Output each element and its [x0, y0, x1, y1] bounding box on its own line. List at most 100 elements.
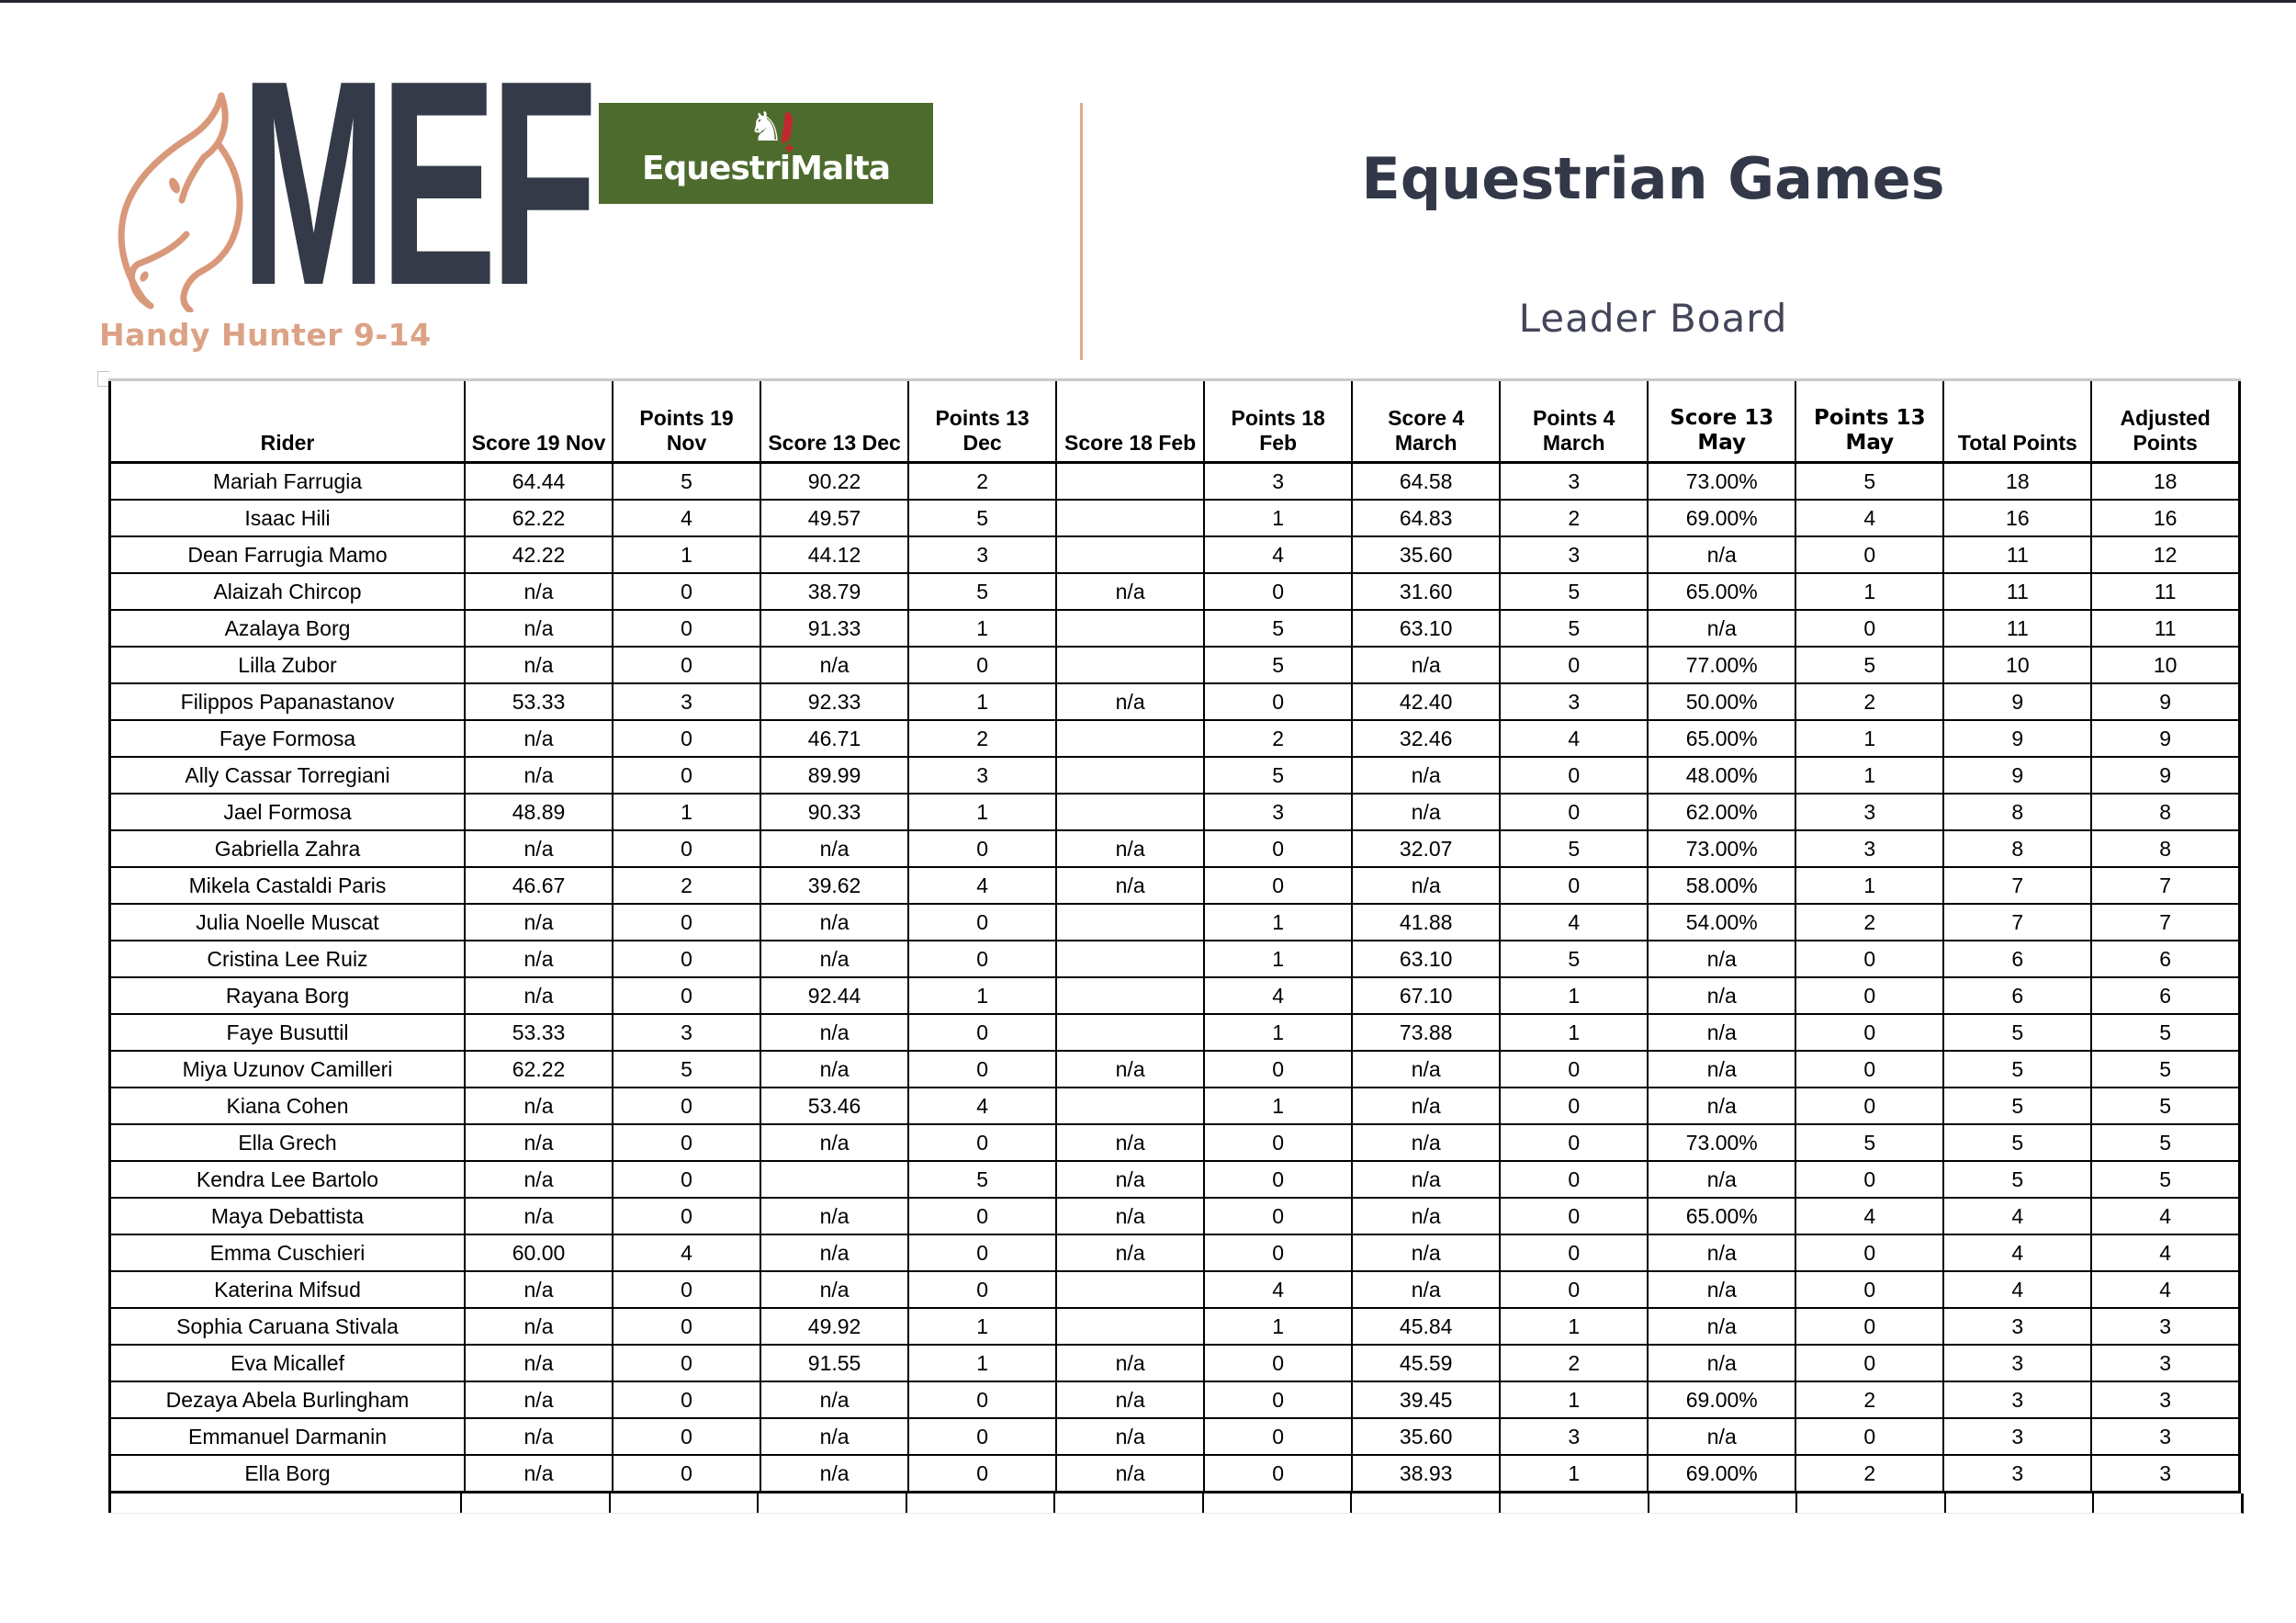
- cell-score-18-feb: [1055, 1087, 1206, 1125]
- cell-score-13-dec: 46.71: [760, 719, 910, 758]
- cell-total-points: 6: [1942, 940, 2093, 978]
- cell-adjusted-points: 5: [2090, 1013, 2241, 1052]
- cell-points-13-may: 0: [1795, 1013, 1945, 1052]
- gridline-stub-row: [108, 1493, 2244, 1514]
- cell-points-13-dec: 1: [907, 793, 1058, 831]
- cell-total-points: 11: [1942, 535, 2093, 574]
- cell-score-13-may: n/a: [1647, 1087, 1797, 1125]
- cell-score-18-feb: n/a: [1055, 1381, 1206, 1419]
- column-header-score-19-nov: Score 19 Nov: [463, 378, 614, 464]
- cell-score-13-dec: n/a: [760, 1013, 910, 1052]
- cell-points-4-march: 5: [1499, 609, 1649, 648]
- cell-score-18-feb: n/a: [1055, 1454, 1206, 1493]
- cell-score-18-feb: [1055, 646, 1206, 684]
- cell-score-19-nov: n/a: [463, 1123, 614, 1162]
- cell-points-4-march: 3: [1499, 461, 1649, 501]
- cell-points-19-nov: 5: [612, 1050, 762, 1088]
- cell-adjusted-points: 5: [2090, 1123, 2241, 1162]
- cell-score-18-feb: n/a: [1055, 682, 1206, 721]
- equestrimalta-badge: ♞ ✚ EquestriMalta: [599, 103, 933, 204]
- cell-points-18-feb: 0: [1203, 866, 1354, 905]
- cell-points-19-nov: 3: [612, 1013, 762, 1052]
- cell-score-19-nov: n/a: [463, 572, 614, 611]
- table-row: Ally Cassar Torregiani n/a 0 89.99 3 5 n/a 0 48.…: [108, 756, 2241, 795]
- cell-score-18-feb: n/a: [1055, 866, 1206, 905]
- cell-score-13-dec: [760, 1160, 910, 1199]
- cell-score-19-nov: 53.33: [463, 1013, 614, 1052]
- cell-total-points: 3: [1942, 1381, 2093, 1419]
- cell-points-19-nov: 0: [612, 903, 762, 941]
- cell-score-13-may: n/a: [1647, 535, 1797, 574]
- cell-points-13-may: 2: [1795, 903, 1945, 941]
- rider-name: Faye Formosa: [108, 719, 466, 758]
- cell-points-19-nov: 2: [612, 866, 762, 905]
- cell-score-13-dec: 89.99: [760, 756, 910, 795]
- cell-points-18-feb: 0: [1203, 1123, 1354, 1162]
- cell-score-18-feb: n/a: [1055, 1234, 1206, 1272]
- cell-total-points: 8: [1942, 793, 2093, 831]
- cell-score-13-may: 62.00%: [1647, 793, 1797, 831]
- cell-points-18-feb: 0: [1203, 829, 1354, 868]
- cell-points-13-may: 4: [1795, 1197, 1945, 1235]
- cell-points-13-may: 0: [1795, 1050, 1945, 1088]
- table-row: Isaac Hili 62.22 4 49.57 5 1 64.83 2 69.00% 4 16 16: [108, 499, 2241, 537]
- cell-score-13-may: 77.00%: [1647, 646, 1797, 684]
- cell-score-13-may: n/a: [1647, 1050, 1797, 1088]
- mef-horse-logo: [118, 92, 243, 312]
- cell-score-13-may: 73.00%: [1647, 461, 1797, 501]
- rider-name: Sophia Caruana Stivala: [108, 1307, 466, 1346]
- cell-adjusted-points: 9: [2090, 756, 2241, 795]
- badge-label: ✚ EquestriMalta: [641, 142, 891, 187]
- rider-name: Katerina Mifsud: [108, 1270, 466, 1309]
- cell-points-19-nov: 0: [612, 646, 762, 684]
- rider-name: Emmanuel Darmanin: [108, 1417, 466, 1456]
- rider-name: Filippos Papanastanov: [108, 682, 466, 721]
- cell-points-19-nov: 0: [612, 1417, 762, 1456]
- cell-points-18-feb: 1: [1203, 1307, 1354, 1346]
- cell-adjusted-points: 12: [2090, 535, 2241, 574]
- cell-total-points: 6: [1942, 976, 2093, 1015]
- cell-points-19-nov: 0: [612, 719, 762, 758]
- cell-adjusted-points: 8: [2090, 829, 2241, 868]
- cell-score-4-march: n/a: [1351, 1123, 1502, 1162]
- column-header-score-13-may: Score 13 May: [1647, 378, 1797, 464]
- cell-score-18-feb: [1055, 499, 1206, 537]
- cell-points-4-march: 1: [1499, 1307, 1649, 1346]
- gridline-tick: [1943, 1493, 2093, 1513]
- cell-score-13-may: n/a: [1647, 1013, 1797, 1052]
- cell-points-19-nov: 0: [612, 940, 762, 978]
- cell-points-18-feb: 0: [1203, 1454, 1354, 1493]
- cell-points-18-feb: 0: [1203, 1344, 1354, 1382]
- cell-total-points: 9: [1942, 756, 2093, 795]
- cell-score-13-dec: 38.79: [760, 572, 910, 611]
- cell-score-4-march: n/a: [1351, 793, 1502, 831]
- cell-points-4-march: 0: [1499, 1234, 1649, 1272]
- cell-points-18-feb: 0: [1203, 1160, 1354, 1199]
- cell-adjusted-points: 3: [2090, 1307, 2241, 1346]
- cell-points-13-dec: 0: [907, 1123, 1058, 1162]
- cell-points-4-march: 0: [1499, 1050, 1649, 1088]
- cell-score-13-dec: 92.44: [760, 976, 910, 1015]
- cell-score-4-march: 35.60: [1351, 535, 1502, 574]
- cell-total-points: 7: [1942, 903, 2093, 941]
- cell-score-18-feb: [1055, 1307, 1206, 1346]
- cell-points-19-nov: 0: [612, 1087, 762, 1125]
- cell-score-13-may: n/a: [1647, 1344, 1797, 1382]
- cell-points-18-feb: 4: [1203, 535, 1354, 574]
- cell-points-19-nov: 0: [612, 756, 762, 795]
- table-row: Alaizah Chircop n/a 0 38.79 5 n/a 0 31.60 5 65.00…: [108, 572, 2241, 611]
- rider-name: Kiana Cohen: [108, 1087, 466, 1125]
- cell-points-19-nov: 0: [612, 1307, 762, 1346]
- cell-points-19-nov: 0: [612, 572, 762, 611]
- cell-points-19-nov: 0: [612, 1381, 762, 1419]
- cell-adjusted-points: 5: [2090, 1050, 2241, 1088]
- cell-points-4-march: 0: [1499, 1270, 1649, 1309]
- cell-score-13-dec: 90.22: [760, 461, 910, 501]
- column-header-points-18-feb: Points 18 Feb: [1203, 378, 1354, 464]
- cell-score-18-feb: [1055, 719, 1206, 758]
- category-tagline: Handy Hunter 9-14: [99, 317, 432, 353]
- cell-score-4-march: 38.93: [1351, 1454, 1502, 1493]
- cell-points-13-dec: 2: [907, 719, 1058, 758]
- table-row: Lilla Zubor n/a 0 n/a 0 5 n/a 0 77.00% 5 10 10: [108, 646, 2241, 684]
- cell-score-4-march: n/a: [1351, 1234, 1502, 1272]
